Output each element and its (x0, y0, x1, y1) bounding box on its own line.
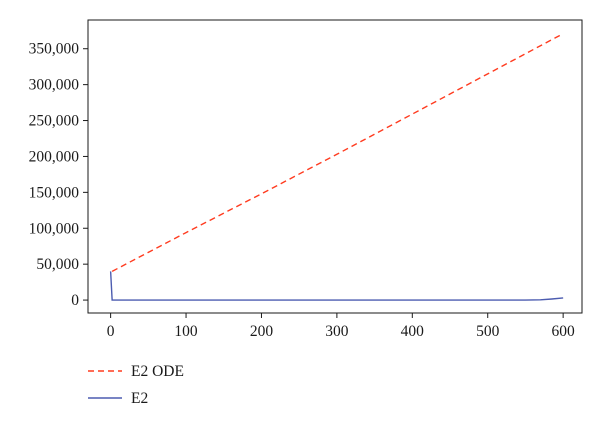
plot-frame (87, 19, 583, 314)
x-tick-label: 600 (552, 323, 576, 340)
x-tick-label: 500 (476, 323, 500, 340)
y-tick-label: 0 (71, 292, 79, 309)
legend-label-e2: E2 (131, 390, 148, 407)
y-tick-label: 150,000 (29, 184, 80, 201)
axes: 0 100 200 300 400 500 600 0 50,000 100,000 150,000… (29, 19, 583, 340)
legend: E2 ODE E2 (88, 363, 184, 407)
x-tick-label: 100 (174, 323, 198, 340)
y-tick-label: 50,000 (36, 256, 79, 273)
legend-label-e2-ode: E2 ODE (131, 363, 184, 380)
y-tick-label: 200,000 (29, 148, 80, 165)
y-tick-label: 100,000 (29, 220, 80, 237)
y-tick-label: 250,000 (29, 113, 80, 130)
x-tick-label: 300 (325, 323, 349, 340)
series-line-e2-ode (111, 33, 564, 272)
series-line-e2 (109, 271, 564, 301)
x-tick-label: 400 (401, 323, 425, 340)
x-tick-label: 0 (107, 323, 115, 340)
y-tick-label: 300,000 (29, 77, 80, 94)
plot-area (109, 33, 564, 301)
x-tick-label: 200 (250, 323, 274, 340)
y-tick-label: 350,000 (29, 41, 80, 58)
